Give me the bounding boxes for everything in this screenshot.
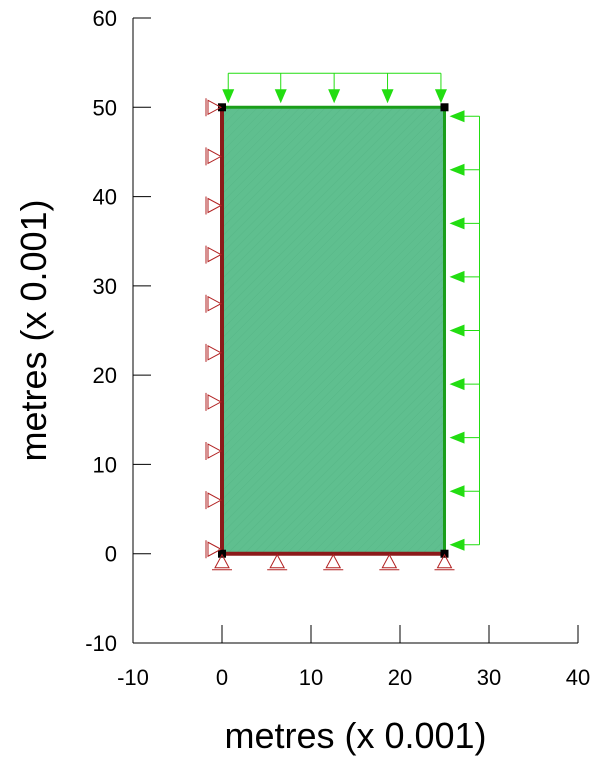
roller-support-left [207, 492, 223, 508]
y-axis-title: metres (x 0.001) [13, 199, 54, 461]
right-load-arrow-head [449, 485, 465, 498]
roller-support-bottom [269, 553, 286, 569]
y-tick-label: 0 [105, 542, 117, 567]
roller-support-bottom [325, 553, 342, 569]
supports [205, 98, 455, 571]
x-axis-title: metres (x 0.001) [224, 715, 486, 756]
right-load-arrow-head [449, 378, 465, 391]
y-tick-label: 60 [93, 6, 117, 31]
roller-support-left [207, 541, 223, 558]
corner-node [440, 103, 449, 112]
right-load-arrow-head [449, 538, 465, 551]
top-load-arrow-head [328, 89, 341, 104]
top-load-arrow-head [381, 89, 394, 104]
x-tick-label: 40 [566, 665, 590, 690]
roller-support-bottom [381, 553, 398, 569]
top-load-arrow-head [274, 89, 287, 104]
roller-support-bottom [214, 553, 230, 569]
roller-support-left [207, 394, 223, 410]
y-tick-label: 30 [93, 274, 117, 299]
domain-hatch [222, 107, 445, 554]
roller-support-left [207, 148, 223, 165]
x-tick-label: 30 [477, 665, 501, 690]
x-tick-label: -10 [117, 665, 149, 690]
domain-region [218, 103, 449, 558]
x-tick-label: 10 [299, 665, 323, 690]
roller-support-bottom [436, 553, 453, 569]
roller-support-left [207, 443, 223, 459]
right-load-arrow-head [449, 324, 465, 337]
roller-support-left [207, 99, 223, 116]
roller-support-left [207, 295, 223, 312]
y-tick-label: 20 [93, 363, 117, 388]
axes: -10 0 10 20 30 40 50 60 -10 0 10 20 30 40 [85, 6, 590, 690]
top-load-arrow-head [434, 89, 447, 104]
roller-support-left [207, 197, 223, 214]
x-tick-label: 0 [216, 665, 228, 690]
top-load-arrow-head [222, 89, 235, 104]
right-load-arrow-head [449, 110, 465, 123]
y-tick-label: 10 [93, 452, 117, 477]
right-load-arrow-head [449, 431, 465, 444]
right-load-arrow-head [449, 270, 465, 283]
x-tick-label: 20 [388, 665, 412, 690]
y-tick-label: -10 [85, 631, 117, 656]
right-load-arrow-head [449, 217, 465, 230]
y-tick-label: 40 [93, 185, 117, 210]
roller-support-left [207, 246, 223, 263]
y-tick-label: 50 [93, 95, 117, 120]
right-load-arrow-head [449, 163, 465, 176]
loads [222, 72, 480, 551]
roller-support-left [207, 344, 223, 361]
